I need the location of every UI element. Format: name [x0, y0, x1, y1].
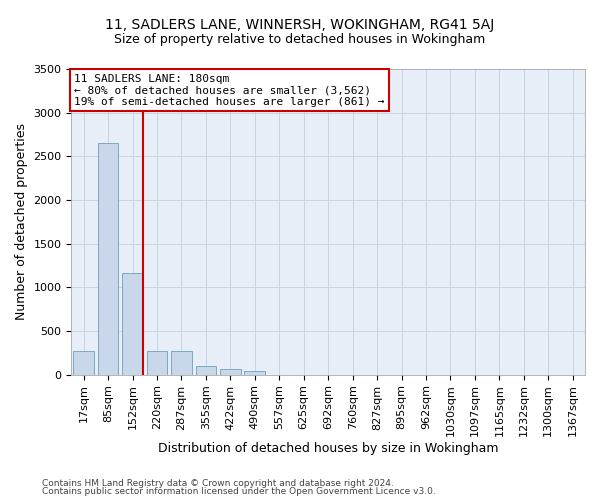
X-axis label: Distribution of detached houses by size in Wokingham: Distribution of detached houses by size … [158, 442, 499, 455]
Bar [73, 351, 94, 374]
Bar [244, 371, 265, 374]
Bar [171, 350, 192, 374]
Bar [146, 350, 167, 374]
Text: Contains HM Land Registry data © Crown copyright and database right 2024.: Contains HM Land Registry data © Crown c… [42, 478, 394, 488]
Bar [122, 274, 143, 374]
Text: 11, SADLERS LANE, WINNERSH, WOKINGHAM, RG41 5AJ: 11, SADLERS LANE, WINNERSH, WOKINGHAM, R… [106, 18, 494, 32]
Text: Size of property relative to detached houses in Wokingham: Size of property relative to detached ho… [115, 32, 485, 46]
Y-axis label: Number of detached properties: Number of detached properties [15, 124, 28, 320]
Bar [98, 143, 118, 374]
Text: Contains public sector information licensed under the Open Government Licence v3: Contains public sector information licen… [42, 487, 436, 496]
Bar [220, 369, 241, 374]
Bar [196, 366, 217, 374]
Text: 11 SADLERS LANE: 180sqm
← 80% of detached houses are smaller (3,562)
19% of semi: 11 SADLERS LANE: 180sqm ← 80% of detache… [74, 74, 385, 107]
